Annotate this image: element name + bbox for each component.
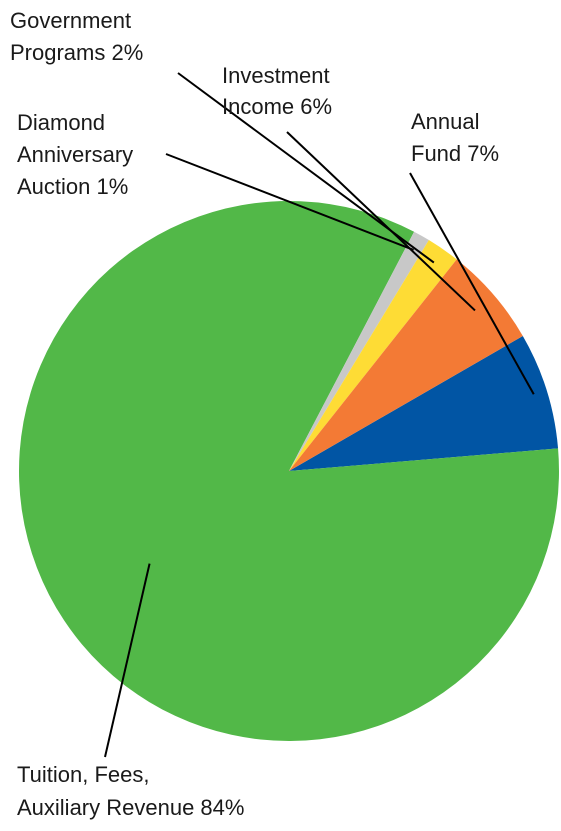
- leader-tuition: [104, 563, 151, 758]
- label-investment: Investment Income 6%: [222, 63, 336, 119]
- slice-annual-fund: [289, 336, 559, 471]
- label-government-line-2: Programs 2%: [10, 40, 143, 65]
- label-annual-fund-line-2: Fund 7%: [411, 141, 499, 166]
- label-government: Government Programs 2%: [10, 8, 143, 65]
- label-tuition-line-2: Auxiliary Revenue 84%: [17, 795, 244, 820]
- label-annual-fund: Annual Fund 7%: [411, 109, 499, 166]
- slice-tuition: [18, 201, 559, 742]
- label-annual-fund-line-1: Annual: [411, 109, 480, 134]
- slice-investment: [289, 259, 523, 471]
- label-investment-line-1: Investment: [222, 63, 330, 88]
- leader-lines: [104, 72, 535, 758]
- leader-investment: [286, 131, 476, 312]
- leader-diamond: [165, 153, 414, 251]
- label-diamond-line-1: Diamond: [17, 110, 105, 135]
- label-diamond-line-3: Auction 1%: [17, 174, 128, 199]
- slice-government: [289, 240, 457, 471]
- leader-annual-fund: [409, 172, 535, 395]
- label-diamond-line-2: Anniversary: [17, 142, 133, 167]
- pie-slices: [18, 201, 559, 742]
- slice-diamond: [289, 231, 429, 471]
- label-investment-line-2: Income 6%: [222, 94, 332, 119]
- label-diamond: Diamond Anniversary Auction 1%: [17, 110, 139, 199]
- label-government-line-1: Government: [10, 8, 131, 33]
- label-tuition-line-1: Tuition, Fees,: [17, 762, 149, 787]
- label-tuition: Tuition, Fees, Auxiliary Revenue 84%: [17, 762, 244, 820]
